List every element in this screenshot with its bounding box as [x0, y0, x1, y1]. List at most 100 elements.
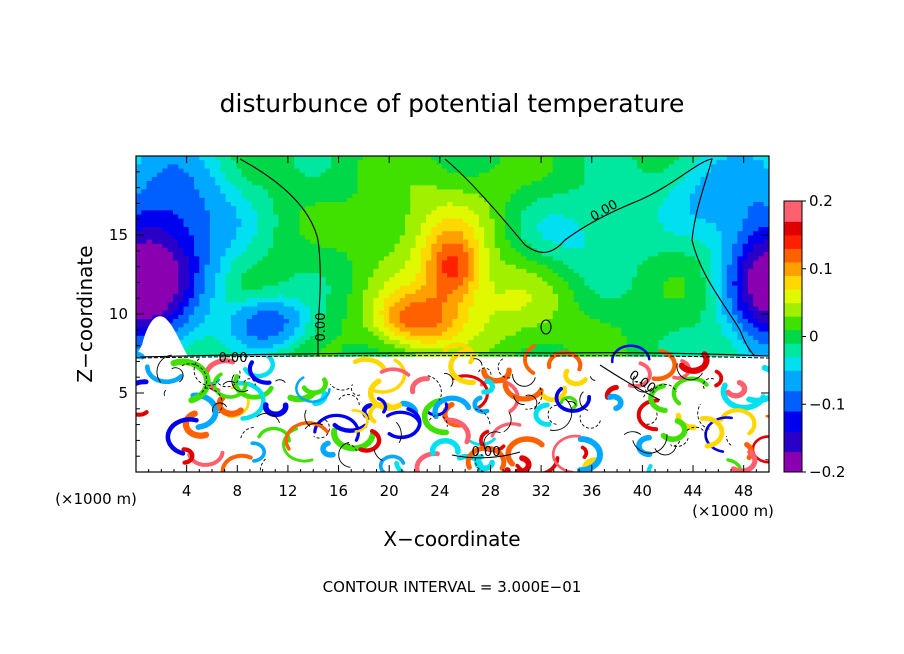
- heatmap-cell: [552, 222, 559, 228]
- heatmap-cell: [357, 185, 364, 191]
- heatmap-cell: [336, 222, 343, 228]
- heatmap-cell: [579, 176, 585, 182]
- heatmap-cell: [188, 156, 195, 161]
- heatmap-cell: [531, 273, 538, 278]
- heatmap-cell: [230, 214, 237, 220]
- heatmap-cell: [457, 268, 464, 274]
- heatmap-cell: [357, 268, 364, 274]
- heatmap-cell: [257, 210, 264, 216]
- heatmap-cell: [526, 352, 533, 358]
- heatmap-cell: [331, 160, 338, 165]
- heatmap-cell: [536, 289, 543, 295]
- heatmap-cell: [162, 306, 169, 312]
- heatmap-cell: [652, 256, 659, 262]
- heatmap-cell: [209, 285, 216, 291]
- heatmap-cell: [262, 256, 269, 262]
- heatmap-cell: [637, 160, 644, 165]
- heatmap-cell: [536, 339, 543, 345]
- heatmap-cell: [267, 201, 274, 207]
- heatmap-cell: [594, 210, 601, 216]
- heatmap-cell: [320, 281, 327, 287]
- heatmap-cell: [373, 227, 380, 232]
- heatmap-cell: [489, 243, 496, 249]
- heatmap-cell: [447, 243, 454, 249]
- heatmap-cell: [151, 231, 158, 237]
- heatmap-cell: [267, 168, 274, 174]
- heatmap-cell: [531, 185, 538, 191]
- heatmap-cell: [378, 243, 385, 249]
- heatmap-cell: [489, 281, 496, 287]
- heatmap-cell: [178, 231, 185, 237]
- heatmap-cell: [626, 181, 633, 186]
- heatmap-cell: [610, 185, 617, 191]
- heatmap-cell: [484, 268, 491, 274]
- heatmap-cell: [304, 293, 311, 299]
- heatmap-cell: [531, 264, 538, 270]
- heatmap-cell: [468, 289, 475, 295]
- heatmap-cell: [494, 156, 501, 161]
- heatmap-cell: [447, 201, 454, 207]
- heatmap-cell: [331, 176, 338, 182]
- heatmap-cell: [463, 314, 469, 320]
- heatmap-cell: [204, 231, 211, 237]
- heatmap-cell: [536, 348, 543, 354]
- heatmap-cell: [499, 201, 506, 207]
- heatmap-cell: [246, 206, 253, 211]
- heatmap-cell: [157, 285, 163, 291]
- heatmap-cell: [457, 281, 464, 287]
- heatmap-cell: [352, 298, 359, 303]
- heatmap-cell: [573, 252, 580, 257]
- heatmap-cell: [441, 227, 448, 232]
- heatmap-cell: [399, 314, 406, 320]
- heatmap-cell: [151, 256, 158, 262]
- heatmap-cell: [331, 289, 338, 295]
- heatmap-cell: [563, 264, 570, 270]
- heatmap-cell: [515, 197, 522, 203]
- heatmap-cell: [489, 222, 496, 228]
- heatmap-cell: [489, 176, 496, 182]
- heatmap-cell: [273, 260, 280, 266]
- heatmap-cell: [383, 235, 390, 241]
- heatmap-cell: [352, 256, 359, 262]
- heatmap-cell: [647, 298, 654, 303]
- heatmap-cell: [151, 298, 158, 303]
- heatmap-cell: [304, 156, 311, 161]
- heatmap-cell: [521, 314, 527, 320]
- heatmap-cell: [405, 289, 411, 295]
- heatmap-cell: [594, 185, 601, 191]
- heatmap-cell: [505, 164, 512, 170]
- heatmap-cell: [447, 214, 454, 220]
- heatmap-cell: [183, 168, 190, 174]
- heatmap-cell: [236, 189, 243, 195]
- heatmap-cell: [225, 277, 232, 282]
- heatmap-cell: [389, 260, 396, 266]
- heatmap-cell: [246, 285, 253, 291]
- heatmap-cell: [146, 319, 153, 324]
- heatmap-cell: [415, 181, 422, 186]
- heatmap-cell: [220, 227, 227, 232]
- heatmap-cell: [267, 331, 274, 337]
- heatmap-cell: [468, 319, 475, 324]
- heatmap-cell: [252, 156, 258, 161]
- heatmap-cell: [626, 235, 633, 241]
- heatmap-cell: [558, 181, 564, 186]
- heatmap-cell: [489, 344, 496, 349]
- heatmap-cell: [568, 168, 575, 174]
- heatmap-cell: [199, 339, 206, 345]
- heatmap-cell: [194, 206, 200, 211]
- heatmap-cell: [499, 339, 506, 345]
- heatmap-cell: [552, 293, 559, 299]
- heatmap-cell: [552, 235, 559, 241]
- heatmap-cell: [558, 289, 564, 295]
- heatmap-cell: [426, 247, 433, 253]
- heatmap-cell: [510, 268, 517, 274]
- heatmap-cell: [505, 235, 512, 241]
- heatmap-cell: [526, 268, 533, 274]
- heatmap-cell: [610, 264, 617, 270]
- heatmap-cell: [552, 281, 559, 287]
- heatmap-cell: [505, 277, 512, 282]
- heatmap-cell: [257, 327, 264, 333]
- heatmap-cell: [178, 164, 185, 170]
- heatmap-cell: [478, 277, 485, 282]
- heatmap-cell: [494, 268, 501, 274]
